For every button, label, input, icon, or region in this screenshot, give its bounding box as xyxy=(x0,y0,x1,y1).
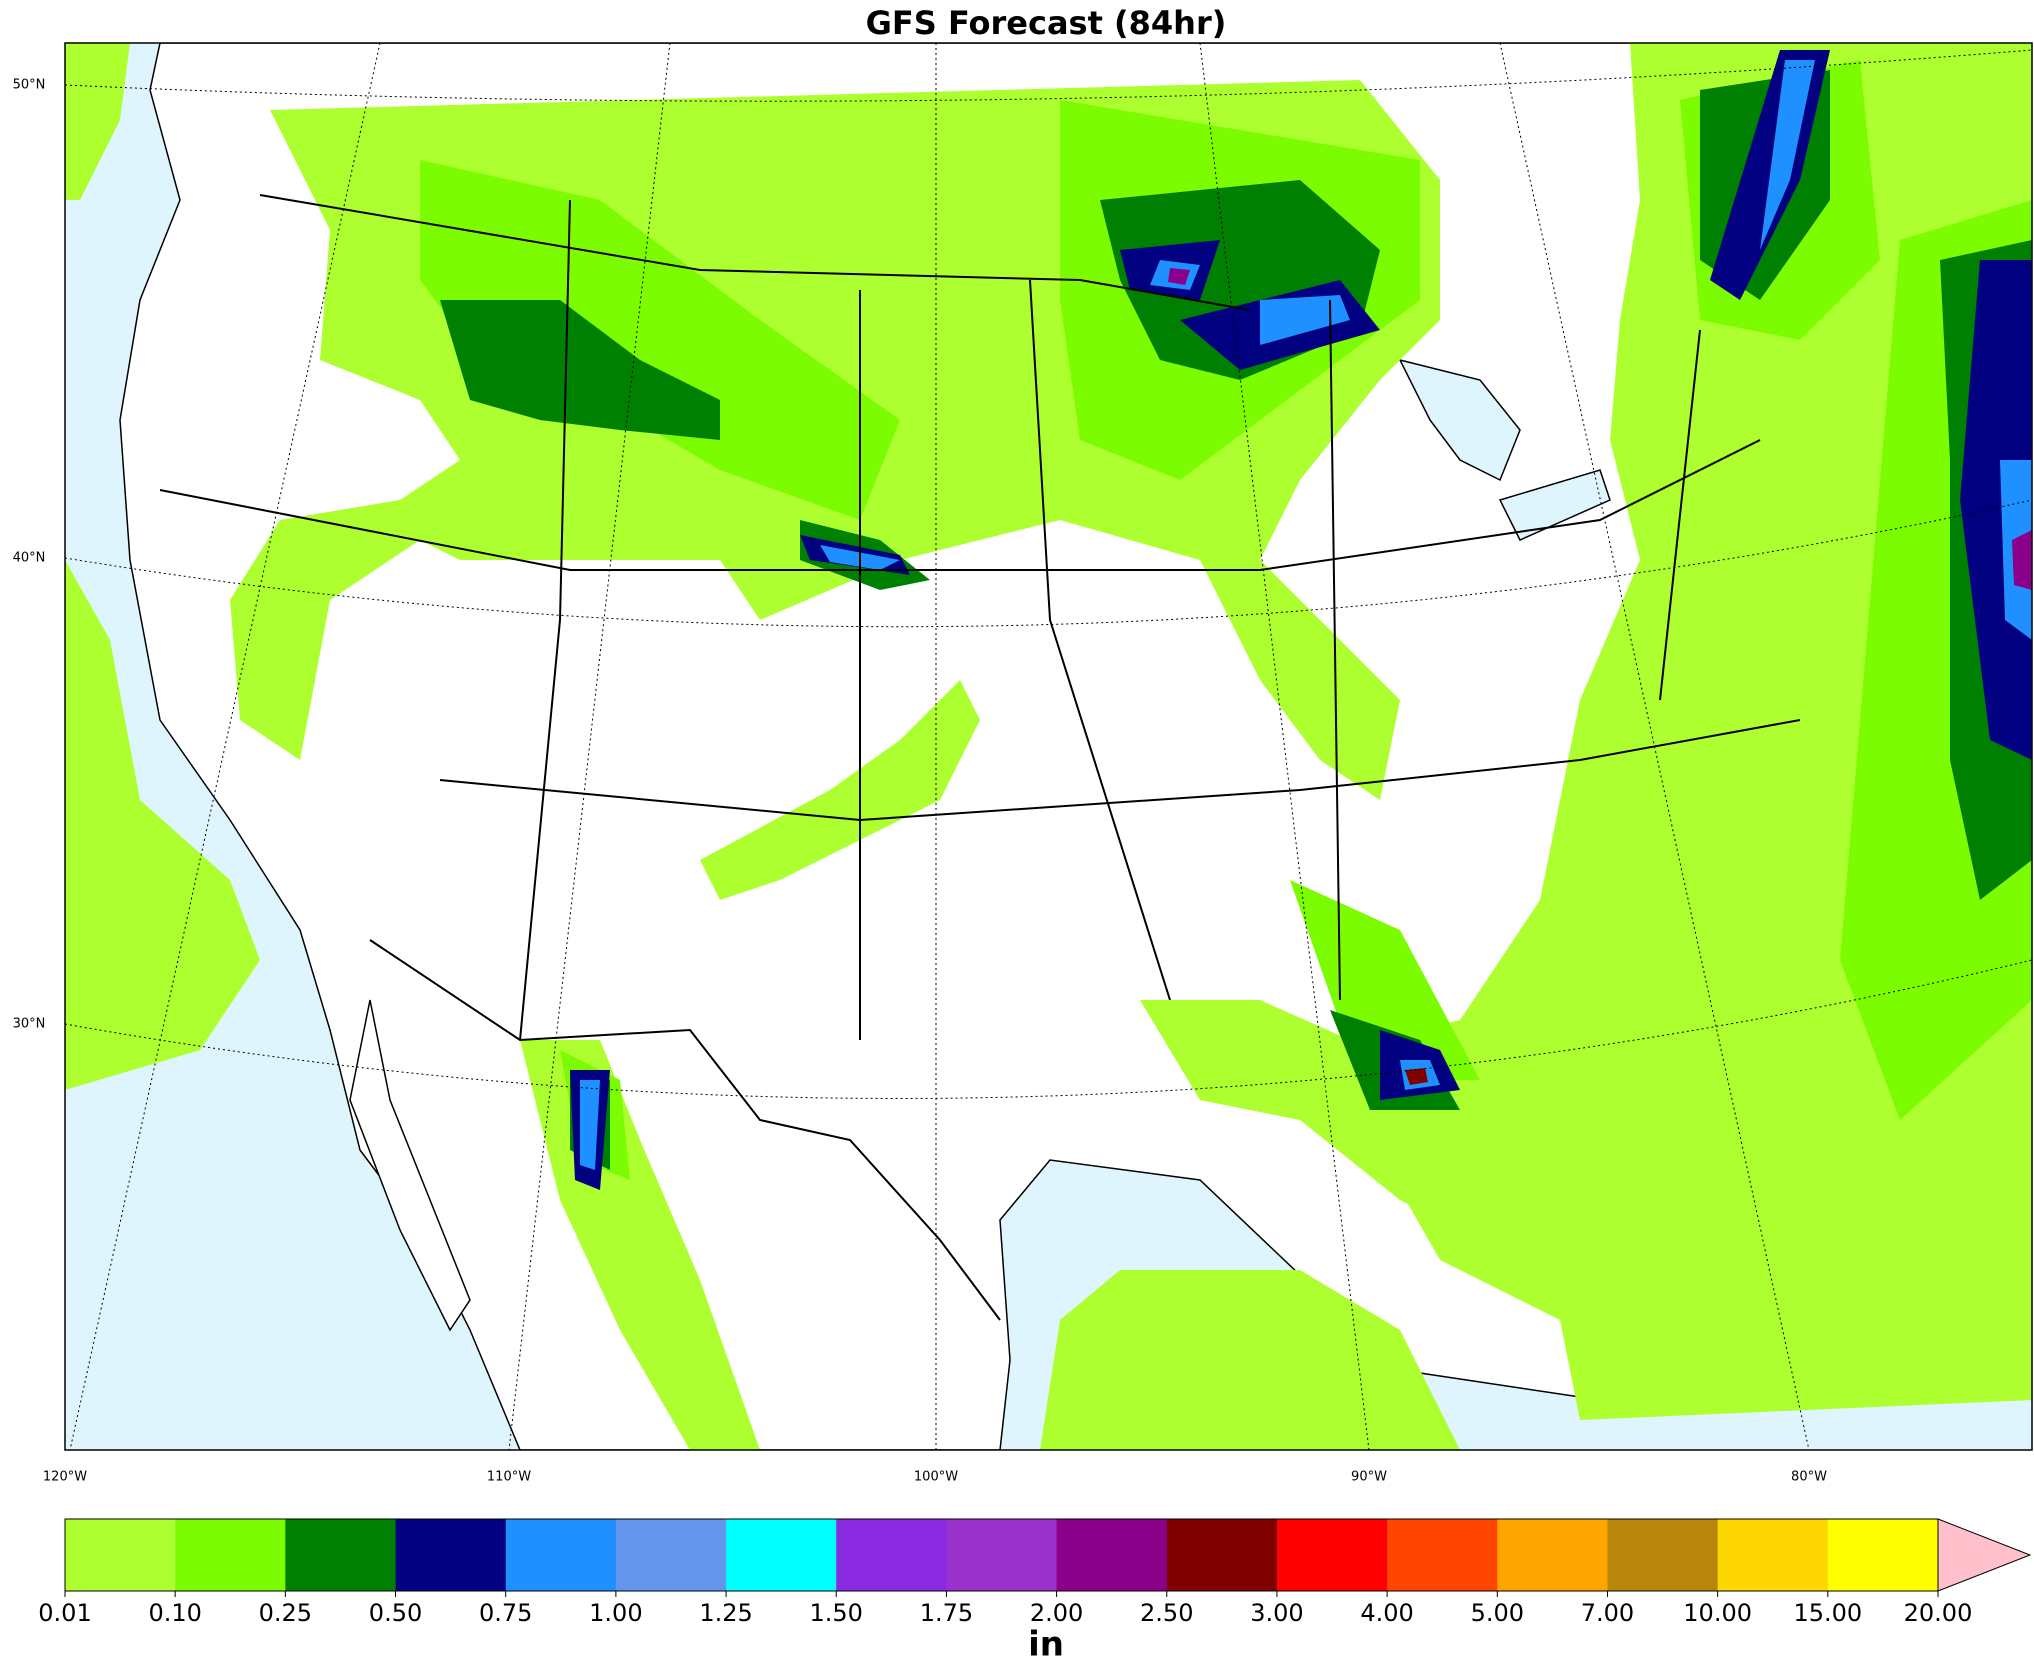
colorbar-tick-label: 15.00 xyxy=(1793,1599,1862,1627)
colorbar-extension xyxy=(1937,1518,2032,1592)
colorbar-tick-label: 0.10 xyxy=(148,1599,201,1627)
colorbar-segment xyxy=(1056,1519,1168,1591)
colorbar-segment xyxy=(1827,1519,1939,1591)
colorbar-tick-label: 0.50 xyxy=(369,1599,422,1627)
colorbar-tick-label: 1.75 xyxy=(920,1599,973,1627)
colorbar-segment xyxy=(1607,1519,1719,1591)
title: GFS Forecast (84hr) xyxy=(866,4,1227,42)
colorbar-segment xyxy=(395,1519,507,1591)
lon-label: 120°W xyxy=(43,1470,87,1485)
colorbar-tick-label: 5.00 xyxy=(1471,1599,1524,1627)
colorbar-segment xyxy=(1387,1519,1498,1591)
colorbar-segment xyxy=(946,1519,1058,1591)
lat-label: 30°N xyxy=(13,1017,46,1032)
colorbar-segment xyxy=(836,1519,947,1591)
colorbar-tick-label: 2.00 xyxy=(1030,1599,1083,1627)
precip xyxy=(1405,1068,1428,1085)
lat-label: 50°N xyxy=(13,78,46,93)
colorbar-segment xyxy=(615,1519,727,1591)
precip xyxy=(440,70,2032,1170)
colorbar-segment xyxy=(1717,1519,1829,1591)
colorbar-segment xyxy=(285,1519,397,1591)
map-frame xyxy=(64,42,2033,1451)
colorbar-segment xyxy=(1497,1519,1608,1591)
colorbar-segment xyxy=(1276,1519,1388,1591)
colorbar-frame xyxy=(64,1518,1939,1592)
great-lakes xyxy=(1398,358,1611,541)
colorbar-tick-label: 0.25 xyxy=(259,1599,312,1627)
baja xyxy=(349,999,471,1332)
colorbar: 0.01 0.10 0.25 0.50 0.75 1.00 1.25 1.50 1.75 2.00… xyxy=(38,1518,2032,1627)
lon-label: 90°W xyxy=(1351,1470,1387,1485)
colorbar-tick-label: 4.00 xyxy=(1360,1599,1413,1627)
colorbar-tick-label: 0.01 xyxy=(38,1599,91,1627)
colorbar-tick-label: 7.00 xyxy=(1581,1599,1634,1627)
colorbar-segment xyxy=(175,1519,286,1591)
map xyxy=(65,43,2032,1450)
lon-label: 100°W xyxy=(914,1470,958,1485)
colorbar-segment xyxy=(505,1519,617,1591)
lon-label: 80°W xyxy=(1791,1470,1827,1485)
state-borders xyxy=(159,194,1801,1321)
colorbar-tick-label: 1.25 xyxy=(699,1599,752,1627)
lat-label: 40°N xyxy=(13,551,46,566)
colorbar-tick-label: 20.00 xyxy=(1904,1599,1973,1627)
colorbar-segment xyxy=(1166,1519,1278,1591)
colorbar-tick-label: 0.75 xyxy=(479,1599,532,1627)
colorbar-tick-label: 1.00 xyxy=(589,1599,642,1627)
lon-label: 110°W xyxy=(487,1470,531,1485)
colorbar-tick-label: 1.50 xyxy=(810,1599,863,1627)
colorbar-tick-label: 3.00 xyxy=(1250,1599,1303,1627)
colorbar-tick-label: 2.50 xyxy=(1140,1599,1193,1627)
colorbar-label: in xyxy=(1028,1625,1064,1665)
colorbar-segment xyxy=(726,1519,837,1591)
colorbar-segment xyxy=(65,1519,176,1591)
colorbar-tick-label: 10.00 xyxy=(1683,1599,1752,1627)
